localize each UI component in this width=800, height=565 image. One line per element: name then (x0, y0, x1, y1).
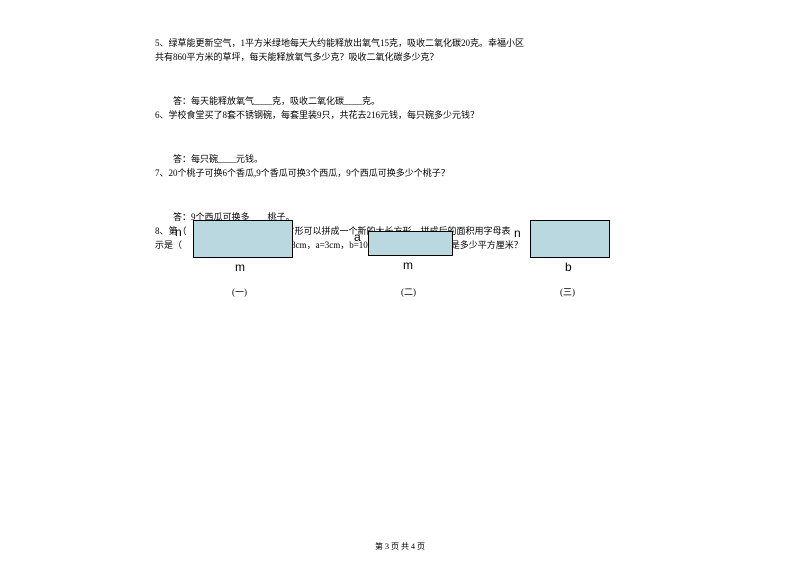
label-a2: a (354, 230, 361, 244)
label-m2: m (403, 258, 413, 272)
rect-3 (530, 220, 610, 258)
label-m1: m (235, 260, 245, 274)
q5-line1: 5、绿草能更新空气，1平方米绿地每天大约能释放出氧气15克，吸收二氧化碳20克。… (155, 36, 645, 50)
caption-2: (二) (401, 285, 416, 298)
caption-1: (一) (232, 285, 247, 298)
q6-line1: 6、学校食堂买了8套不锈钢碗，每套里装9只，共花去216元钱，每只碗多少元钱？ (155, 108, 645, 122)
label-b3: b (565, 260, 572, 274)
caption-3: (三) (560, 285, 575, 298)
rect-2 (368, 231, 453, 256)
rect-1 (193, 220, 293, 258)
label-n3: n (514, 226, 521, 240)
diagrams-container: n m a m n b (一) (二) (三) (150, 210, 650, 300)
page-footer: 第 3 页 共 4 页 (0, 541, 800, 552)
q7-line1: 7、20个桃子可换6个香瓜,9个香瓜可换3个西瓜，9个西瓜可换多少个桃子？ (155, 166, 645, 180)
q5-answer: 答：每天能释放氧气____克，吸收二氧化碳____克。 (155, 94, 645, 108)
q5-line2: 共有860平方米的草坪，每天能释放氧气多少克？吸收二氧化碳多少克？ (155, 50, 645, 64)
q6-answer: 答：每只碗____元钱。 (155, 152, 645, 166)
label-n1: n (175, 225, 182, 239)
